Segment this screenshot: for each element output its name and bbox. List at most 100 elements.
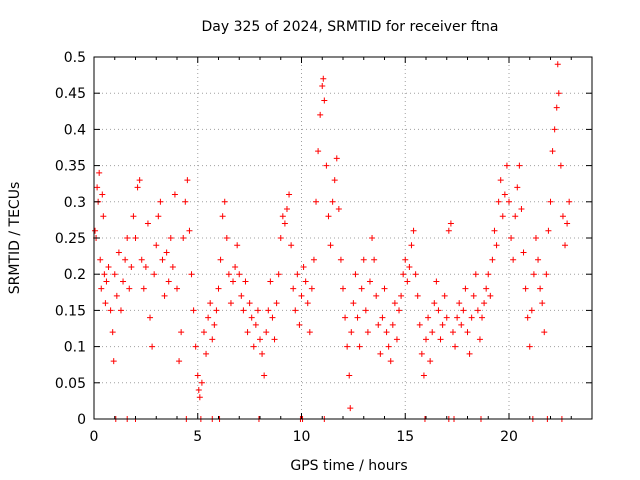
data-point (337, 256, 344, 263)
data-point (487, 292, 494, 299)
data-point (383, 329, 390, 336)
data-point (385, 343, 392, 350)
data-point (456, 300, 463, 307)
data-point (518, 206, 525, 213)
data-point (215, 285, 222, 292)
data-point (286, 191, 293, 198)
x-tick-label: 5 (193, 429, 202, 445)
data-point (117, 307, 124, 314)
data-point (153, 242, 160, 249)
data-point (566, 198, 573, 205)
x-axis-label: GPS time / hours (290, 458, 407, 474)
data-point (248, 314, 255, 321)
data-point (310, 256, 317, 263)
data-point (441, 292, 448, 299)
data-point (157, 198, 164, 205)
data-point (194, 372, 201, 379)
data-point (195, 387, 202, 394)
data-point (113, 292, 120, 299)
data-point (423, 336, 429, 343)
data-point (506, 198, 512, 205)
data-point (427, 358, 434, 365)
data-point (470, 292, 477, 299)
data-point (547, 198, 554, 205)
data-point (300, 263, 307, 270)
y-tick-label: 0.2 (64, 267, 86, 283)
data-point (331, 177, 338, 184)
data-point (449, 329, 456, 336)
data-point (387, 358, 394, 365)
data-point (460, 307, 467, 314)
data-point (398, 292, 405, 299)
data-point (283, 206, 290, 213)
data-point (234, 242, 241, 249)
data-point (366, 278, 373, 285)
data-point (371, 256, 378, 263)
data-point (188, 271, 195, 278)
y-tick-labels: 0 0.05 0.1 0.15 0.2 0.25 0.3 0.35 0.4 0.45 0.5 (55, 50, 86, 428)
data-point (481, 300, 488, 307)
data-point (425, 314, 432, 321)
data-point (122, 256, 129, 263)
data-point (169, 263, 176, 270)
data-point (138, 256, 145, 263)
data-point (167, 235, 174, 241)
data-point (288, 242, 295, 249)
data-point (554, 61, 561, 68)
data-point (126, 285, 133, 292)
data-point (458, 321, 465, 328)
data-point (171, 191, 178, 198)
data-point (120, 278, 127, 285)
data-point (325, 213, 332, 220)
data-point (358, 285, 365, 292)
y-tick-label: 0 (77, 412, 86, 428)
data-point (327, 242, 334, 249)
data-points (92, 61, 573, 422)
data-point (483, 285, 490, 292)
data-point (132, 235, 139, 241)
data-point (396, 307, 403, 314)
x-tick-label: 0 (90, 429, 99, 445)
data-point (369, 235, 376, 241)
data-point (155, 213, 162, 220)
data-point (182, 198, 189, 205)
data-point (281, 220, 288, 227)
data-point (340, 285, 346, 292)
data-point (290, 285, 297, 292)
data-point (344, 343, 351, 350)
data-point (209, 336, 216, 343)
data-point (192, 343, 199, 350)
data-point (94, 184, 101, 191)
data-point (418, 350, 425, 357)
data-point (151, 271, 158, 278)
data-point (364, 329, 371, 336)
data-point (159, 256, 166, 263)
data-point (144, 220, 151, 227)
data-point (207, 300, 214, 307)
data-point (105, 263, 112, 270)
y-tick-label: 0.3 (64, 195, 86, 211)
data-point (493, 242, 500, 249)
data-point (535, 256, 542, 263)
data-point (308, 285, 315, 292)
data-point (414, 292, 421, 299)
data-point (348, 329, 355, 336)
data-point (553, 104, 560, 111)
data-point (296, 321, 303, 328)
data-point (225, 271, 232, 278)
data-point (537, 285, 544, 292)
data-point (410, 227, 417, 234)
data-point (468, 314, 475, 321)
data-point (501, 191, 508, 198)
data-point (472, 271, 479, 278)
data-point (203, 350, 210, 357)
data-point (313, 198, 320, 205)
data-point (354, 314, 361, 321)
y-tick-label: 0.25 (55, 231, 86, 247)
data-point (499, 213, 506, 220)
data-point (329, 198, 336, 205)
data-point (408, 242, 415, 249)
data-point (377, 350, 384, 357)
data-point (319, 82, 326, 89)
